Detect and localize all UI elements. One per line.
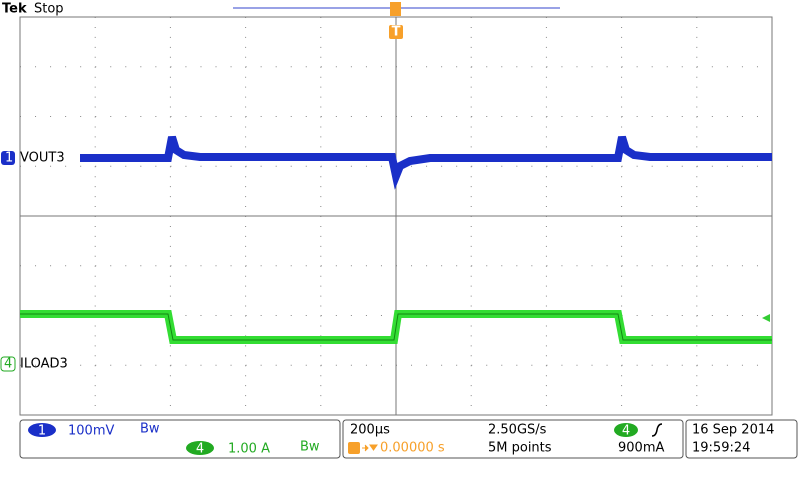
ch1-label: VOUT3 [20,151,65,166]
acq-status: Stop [34,2,64,17]
date: 16 Sep 2014 [692,423,774,438]
ch4-scale: 1.00 A [228,442,270,457]
horizontal-box [342,419,684,459]
trigger-pos-marker [390,2,401,16]
ch1-pill [28,423,56,437]
ch4-level-marker [762,314,770,322]
channel-box [19,419,341,459]
ch1-number: 1 [5,151,13,166]
ch4-label: ILOAD3 [20,357,68,372]
trigger-slope [651,423,663,437]
timebase: 200µs [350,423,390,438]
ch4-pill-number: 4 [196,442,204,457]
sample-rate: 2.50GS/s [488,423,547,438]
ch1-scale: 100mV [68,424,114,439]
ch4-bw: Bw [300,440,320,455]
ch4-badge [0,356,16,372]
ch4-number: 4 [4,357,12,372]
trigger-badge [389,25,403,39]
brand: Tek [2,2,27,17]
trigger-level: 900mA [618,441,664,456]
trigger-position: 0.00000 s [380,441,445,456]
ch4-pill [186,441,214,455]
time: 19:59:24 [692,441,750,456]
trigger-source-pill [614,423,638,437]
datetime-box [685,419,798,459]
ch1-bw: Bw [140,422,160,437]
ch1-badge [1,151,15,165]
ch1-pill-number: 1 [38,424,46,439]
trigger-pos-icon [348,442,360,454]
trigger-label: T [392,25,401,40]
ch4-waveform-core [20,313,772,341]
trigger-arrow [362,444,378,452]
record-length: 5M points [488,441,552,456]
trigger-source: 4 [622,424,630,439]
ch1-waveform [80,135,772,190]
